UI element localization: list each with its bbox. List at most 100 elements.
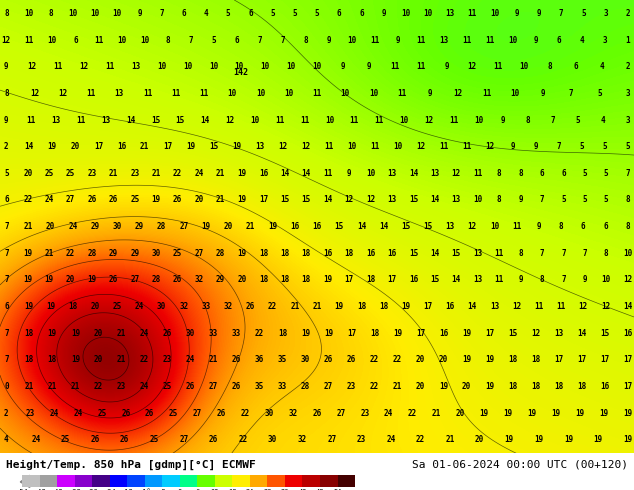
Text: 10: 10 <box>228 89 237 98</box>
Text: 19: 19 <box>23 249 32 258</box>
Text: 24: 24 <box>186 355 195 364</box>
Text: 18: 18 <box>370 329 379 338</box>
Text: 19: 19 <box>480 409 489 417</box>
Text: 5: 5 <box>270 9 275 18</box>
Text: 19: 19 <box>552 409 560 417</box>
Text: 11: 11 <box>300 116 309 124</box>
Text: 26: 26 <box>109 275 118 284</box>
Text: 142: 142 <box>233 68 249 77</box>
Text: 26: 26 <box>120 435 129 444</box>
Text: 22: 22 <box>238 435 248 444</box>
Text: 14: 14 <box>25 142 34 151</box>
Text: -18: -18 <box>121 489 134 490</box>
Text: 18: 18 <box>259 275 268 284</box>
Text: 18: 18 <box>508 382 517 391</box>
Text: 8: 8 <box>48 9 53 18</box>
Text: 22: 22 <box>241 409 250 417</box>
Text: 10: 10 <box>347 142 356 151</box>
Text: 13: 13 <box>430 169 439 178</box>
Text: 30: 30 <box>152 249 161 258</box>
Text: 15: 15 <box>209 142 218 151</box>
Text: 20: 20 <box>462 382 471 391</box>
Bar <box>162 475 180 488</box>
Text: 16: 16 <box>439 329 448 338</box>
Text: 42: 42 <box>298 489 307 490</box>
Text: 11: 11 <box>439 142 448 151</box>
Text: 19: 19 <box>48 329 57 338</box>
Text: 9: 9 <box>533 36 538 45</box>
Text: 17: 17 <box>163 142 172 151</box>
Text: 17: 17 <box>485 329 495 338</box>
Text: 5: 5 <box>576 116 580 124</box>
Text: 18: 18 <box>280 249 290 258</box>
Text: 7: 7 <box>4 222 9 231</box>
Text: 3: 3 <box>625 89 630 98</box>
Text: 6: 6 <box>337 9 342 18</box>
Text: 33: 33 <box>278 382 287 391</box>
Text: 18: 18 <box>278 329 287 338</box>
Text: 33: 33 <box>202 302 210 311</box>
Text: 20: 20 <box>94 329 103 338</box>
Text: 4: 4 <box>204 9 209 18</box>
Text: 10: 10 <box>250 116 259 124</box>
Text: 11: 11 <box>200 89 209 98</box>
Text: 19: 19 <box>44 275 54 284</box>
Text: 6: 6 <box>359 9 364 18</box>
Bar <box>40 475 57 488</box>
Text: 17: 17 <box>600 355 609 364</box>
Text: 23: 23 <box>347 382 356 391</box>
Text: 10: 10 <box>256 89 265 98</box>
Text: 9: 9 <box>541 89 545 98</box>
Text: 7: 7 <box>280 36 285 45</box>
Text: 29: 29 <box>130 249 139 258</box>
Text: 5: 5 <box>314 9 320 18</box>
Text: 11: 11 <box>468 9 477 18</box>
Text: 16: 16 <box>290 222 299 231</box>
Text: 7: 7 <box>188 36 193 45</box>
Text: 22: 22 <box>393 355 402 364</box>
Text: 19: 19 <box>527 409 537 417</box>
Text: 13: 13 <box>446 9 455 18</box>
Text: 8: 8 <box>625 222 630 231</box>
Text: 7: 7 <box>4 275 9 284</box>
Text: 10: 10 <box>139 36 149 45</box>
Text: 6: 6 <box>540 169 544 178</box>
Text: 6: 6 <box>581 222 586 231</box>
Text: 24: 24 <box>195 169 204 178</box>
Text: 10: 10 <box>157 62 166 72</box>
Text: 7: 7 <box>583 249 587 258</box>
Text: 21: 21 <box>139 142 149 151</box>
Text: 10: 10 <box>508 36 517 45</box>
Text: 10: 10 <box>284 89 294 98</box>
Bar <box>197 475 215 488</box>
Text: 19: 19 <box>599 409 609 417</box>
Text: -54: -54 <box>16 489 29 490</box>
Text: 23: 23 <box>360 409 370 417</box>
Text: 20: 20 <box>94 355 103 364</box>
Text: 22: 22 <box>139 355 149 364</box>
Text: 23: 23 <box>130 169 139 178</box>
Text: 11: 11 <box>370 36 379 45</box>
Text: 6: 6 <box>73 36 78 45</box>
Text: 23: 23 <box>25 409 35 417</box>
Text: 18: 18 <box>48 355 57 364</box>
Text: 11: 11 <box>375 116 384 124</box>
Text: 18: 18 <box>302 275 311 284</box>
Text: 20: 20 <box>237 275 247 284</box>
Text: 20: 20 <box>23 169 32 178</box>
Text: 9: 9 <box>4 62 9 72</box>
Text: 35: 35 <box>278 355 287 364</box>
Text: 19: 19 <box>564 435 573 444</box>
Text: 1: 1 <box>625 36 630 45</box>
Text: 11: 11 <box>76 116 86 124</box>
Text: 28: 28 <box>301 382 310 391</box>
Text: 16: 16 <box>387 249 397 258</box>
Text: 27: 27 <box>209 382 218 391</box>
Text: 18: 18 <box>280 275 290 284</box>
Text: 6: 6 <box>181 9 186 18</box>
Text: 19: 19 <box>534 435 543 444</box>
Text: 26: 26 <box>163 329 172 338</box>
Text: 16: 16 <box>623 329 632 338</box>
Text: 12: 12 <box>453 89 463 98</box>
Text: 9: 9 <box>518 275 523 284</box>
